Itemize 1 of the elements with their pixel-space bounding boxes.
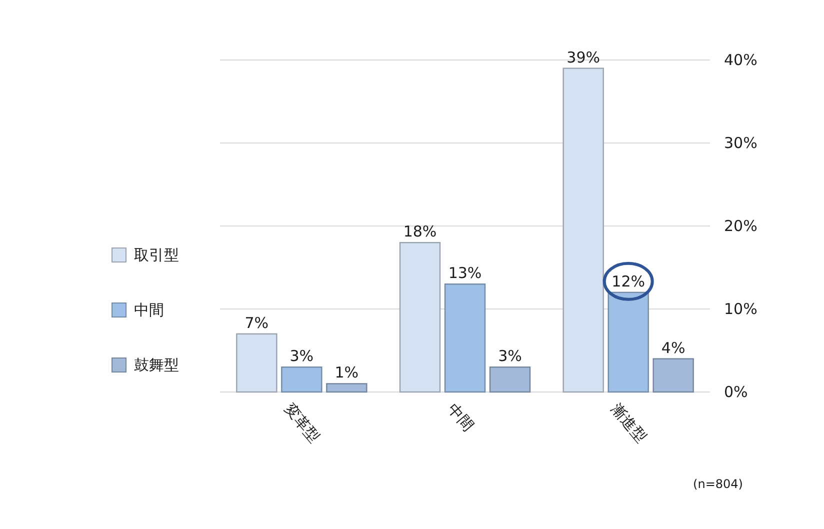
annotation: (n=804) [693, 477, 743, 491]
